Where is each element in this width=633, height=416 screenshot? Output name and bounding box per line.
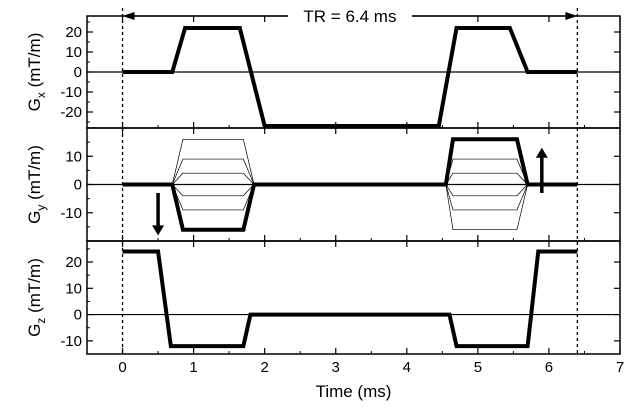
y-axis-label: Gz (mT/m) <box>25 258 48 337</box>
tr-label-background <box>287 5 412 25</box>
y-tick-label: 20 <box>65 24 82 41</box>
y-axis-label-unit: (mT/m) <box>25 33 44 92</box>
x-tick-label: 1 <box>189 359 197 376</box>
phase-encode-step-2-3 <box>445 172 528 185</box>
x-tick-label: 5 <box>474 359 482 376</box>
phase-encode-step-1-6 <box>171 184 255 211</box>
x-axis-label: Time (ms) <box>316 382 392 401</box>
panel-frame <box>86 240 621 355</box>
tr-arrow-left <box>122 12 135 20</box>
y-axis-label-unit: (mT/m) <box>25 145 44 204</box>
panel-3: -10 0 10 20 Gz (mT/m) <box>25 240 621 355</box>
y-axis-label-unit: (mT/m) <box>25 258 44 317</box>
y-tick-label: 0 <box>74 307 82 324</box>
x-tick-label: 3 <box>332 359 340 376</box>
waveform-1 <box>122 26 578 128</box>
y-tick-label: 0 <box>74 177 82 194</box>
waveform-3 <box>122 249 578 349</box>
x-tick-label: 7 <box>616 359 624 376</box>
waveform-2 <box>122 137 578 232</box>
phase-encode-step-1-3 <box>172 172 255 185</box>
y-axis-label-sub: z <box>34 318 48 324</box>
panel-1: -20 -10 0 10 20 Gx (mT/m) <box>25 15 621 129</box>
y-axis-label-main: G <box>25 98 44 111</box>
y-axis-label-main: G <box>25 211 44 224</box>
panel-2: -10 0 10 Gy (mT/m) <box>25 127 621 242</box>
phase-encode-step-2-2 <box>445 158 528 185</box>
y-tick-label: -10 <box>60 333 82 350</box>
y-tick-label: 10 <box>65 280 82 297</box>
x-tick-label: 6 <box>545 359 553 376</box>
y-tick-label: 20 <box>65 254 82 271</box>
y-tick-label: -20 <box>60 104 82 121</box>
y-tick-label: 10 <box>65 148 82 165</box>
y-axis-label: Gy (mT/m) <box>25 145 48 224</box>
y-tick-label: -10 <box>60 205 82 222</box>
panels-layer: -20 -10 0 10 20 Gx (mT/m) -10 0 10 Gy (mT/m) -10 0 1… <box>25 15 621 355</box>
phase-encode-step-2-5 <box>445 184 528 197</box>
y-tick-label: -10 <box>60 84 82 101</box>
y-axis-label-main: G <box>25 324 44 337</box>
x-tick-label: 2 <box>260 359 268 376</box>
tr-annotation: TR = 6.4 ms <box>303 7 396 26</box>
phase-encode-step-2-1 <box>445 138 528 185</box>
y-axis-label-sub: y <box>34 205 48 211</box>
phase-encode-step-2-7 <box>445 184 528 231</box>
x-tick-label: 4 <box>403 359 411 376</box>
overlay-layer: 0 1 2 3 4 5 6 7 <box>118 5 624 376</box>
arrow-head-2 <box>535 147 548 158</box>
phase-encode-step-2-6 <box>445 184 528 211</box>
y-axis-label: Gx (mT/m) <box>25 33 48 112</box>
y-axis-label-sub: x <box>34 92 48 98</box>
phase-encode-step-1-2 <box>171 158 255 185</box>
y-tick-label: 10 <box>65 44 82 61</box>
x-tick-label: 0 <box>118 359 126 376</box>
phase-encode-step-1-1 <box>171 138 255 185</box>
y-tick-label: 0 <box>74 64 82 81</box>
phase-encode-step-1-7 <box>171 184 255 231</box>
tr-arrow-right <box>565 12 578 20</box>
arrow-head-1 <box>152 225 165 236</box>
phase-encode-step-1-5 <box>172 184 255 197</box>
